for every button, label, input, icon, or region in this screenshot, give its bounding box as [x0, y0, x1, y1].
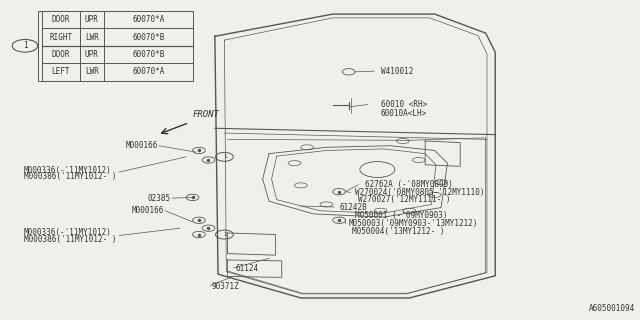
- Text: 60070*A: 60070*A: [132, 68, 164, 76]
- Text: 61242B: 61242B: [339, 203, 367, 212]
- Text: 60070*B: 60070*B: [132, 33, 164, 42]
- Text: 1: 1: [223, 232, 226, 237]
- Text: M000336(-'11MY1012): M000336(-'11MY1012): [24, 166, 111, 175]
- Text: 1: 1: [223, 154, 226, 159]
- Text: M000166: M000166: [131, 206, 164, 215]
- Text: M000386('11MY1012- ): M000386('11MY1012- ): [24, 235, 116, 244]
- Text: FRONT: FRONT: [193, 110, 220, 119]
- Text: UPR: UPR: [85, 50, 99, 59]
- Text: M000336(-'11MY1012): M000336(-'11MY1012): [24, 228, 111, 237]
- Text: 1: 1: [22, 41, 28, 50]
- Text: 61124: 61124: [236, 264, 259, 273]
- Text: RIGHT: RIGHT: [49, 33, 72, 42]
- Text: M000386('11MY1012- ): M000386('11MY1012- ): [24, 172, 116, 181]
- Text: 90371Z: 90371Z: [212, 282, 239, 292]
- Text: W270024('08MY0805-'12MY1110): W270024('08MY0805-'12MY1110): [355, 188, 484, 197]
- Text: M050004('13MY1212- ): M050004('13MY1212- ): [352, 227, 444, 236]
- Text: LWR: LWR: [85, 68, 99, 76]
- Text: LEFT: LEFT: [51, 68, 70, 76]
- Text: M000166: M000166: [125, 141, 157, 150]
- Text: DOOR: DOOR: [51, 50, 70, 59]
- Text: W410012: W410012: [381, 67, 413, 76]
- Text: W270027('12MY1111- ): W270027('12MY1111- ): [358, 196, 451, 204]
- Text: UPR: UPR: [85, 15, 99, 24]
- Text: 60010A<LH>: 60010A<LH>: [381, 108, 427, 117]
- Text: 60010 <RH>: 60010 <RH>: [381, 100, 427, 109]
- Text: A605001094: A605001094: [589, 304, 636, 313]
- Text: DOOR: DOOR: [51, 15, 70, 24]
- Text: 02385: 02385: [147, 194, 170, 203]
- Text: LWR: LWR: [85, 33, 99, 42]
- Text: M050001 (-'09MY0903): M050001 (-'09MY0903): [355, 211, 447, 220]
- Text: 60070*B: 60070*B: [132, 50, 164, 59]
- Text: 62762A (-'08MY0805): 62762A (-'08MY0805): [365, 180, 452, 189]
- Text: M050003('09MY0903-'13MY1212): M050003('09MY0903-'13MY1212): [349, 219, 478, 228]
- Text: 60070*A: 60070*A: [132, 15, 164, 24]
